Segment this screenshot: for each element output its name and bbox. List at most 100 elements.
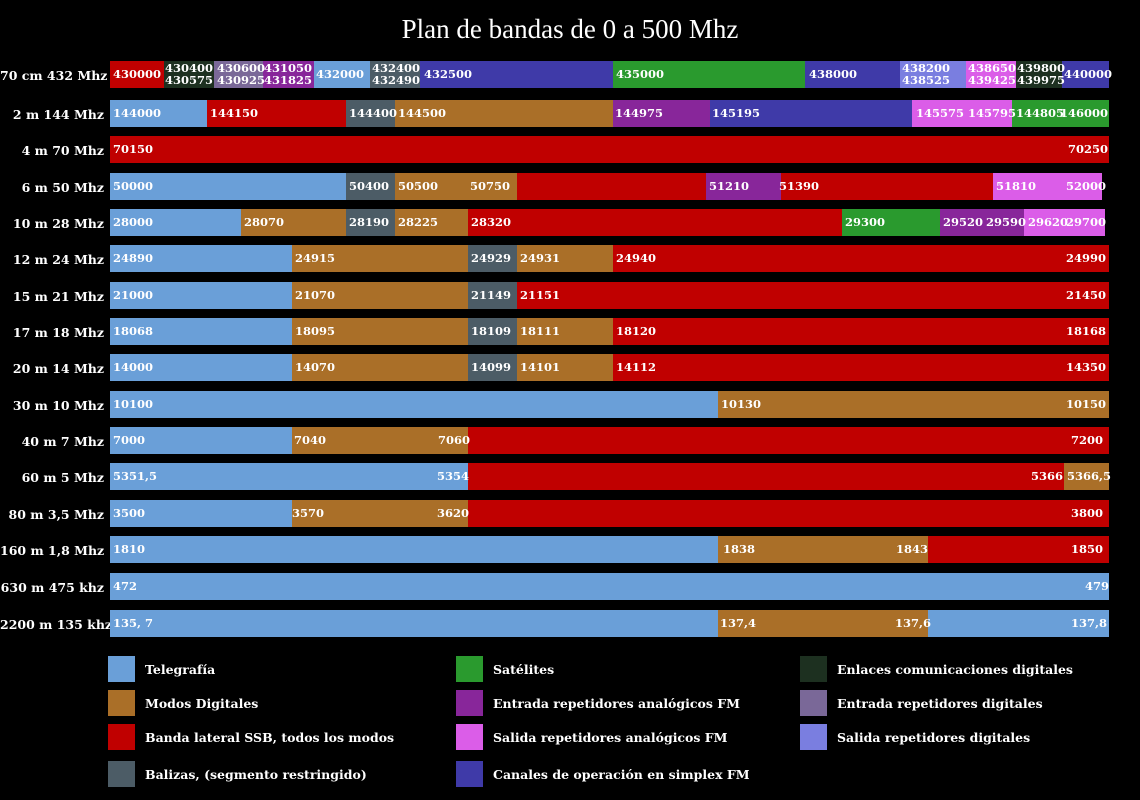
band-label: 17 m 18 Mhz [12,325,104,340]
frequency-label: 1843 [896,542,929,556]
legend-item-fm: Canales de operación en simplex FM [456,761,776,787]
frequency-label: 14070 [295,360,336,374]
band-label: 80 m 3,5 Mhz [8,507,104,522]
band-segment-fm [1062,61,1109,88]
band-label: 70 cm 432 Mhz [0,68,108,83]
band-segment-tel [928,610,1109,637]
band-segment-srfm [1024,209,1105,236]
band-segment-ssb [613,245,1109,272]
frequency-label: 24931 [520,251,561,265]
band-segment-bal [468,245,517,272]
frequency-label: 144975 [615,106,664,120]
legend-swatch [456,724,483,750]
frequency-label: 440000 [1064,67,1113,81]
band-segment-dig [718,536,928,563]
frequency-label: 18068 [113,324,154,338]
band-segment-tel [110,282,292,309]
frequency-label: 145575 [916,106,965,120]
frequency-label: 479 [1085,579,1110,593]
band-segment-dig [292,318,468,345]
frequency-label: 51810 [996,179,1037,193]
frequency-label: 29590 [986,215,1027,229]
frequency-label: 18095 [295,324,336,338]
band-segment-erd [214,61,263,88]
frequency-label: 135, 7 [113,616,154,630]
frequency-label: 430925 [217,73,266,87]
band-segment-tel [110,391,718,418]
band-segment-ssb [468,463,1064,490]
band-segment-dig [1064,463,1109,490]
frequency-label: 21151 [520,288,561,302]
band-segment-ssb [110,61,164,88]
legend-label: Modos Digitales [145,696,259,711]
frequency-label: 5354 [437,469,470,483]
band-segment-dig [517,318,613,345]
band-segment-sat [1012,100,1109,127]
frequency-label: 432500 [424,67,473,81]
frequency-label: 70250 [1068,142,1109,156]
legend-item-bal: Balizas, (segmento restringido) [108,761,428,787]
band-segment-tel [110,427,292,454]
band-segment-erfm [263,61,314,88]
frequency-label: 50500 [398,179,439,193]
frequency-label: 70150 [113,142,154,156]
band-segment-dig [718,391,1109,418]
band-label: 20 m 14 Mhz [12,361,104,376]
band-segment-tel [110,536,718,563]
frequency-label: 24890 [113,251,154,265]
band-segment-ssb [468,427,1109,454]
band-segment-srfm [993,173,1102,200]
band-segment-tel [110,500,292,527]
band-segment-tel [110,573,1109,600]
band-segment-tel [110,245,292,272]
frequency-label: 24915 [295,251,336,265]
frequency-label: 430600 [217,61,266,75]
band-segment-fm [420,61,613,88]
frequency-label: 24929 [471,251,512,265]
frequency-label: 14101 [520,360,561,374]
frequency-label: 144500 [398,106,447,120]
legend-label: Banda lateral SSB, todos los modos [145,730,395,745]
band-label: 160 m 1,8 Mhz [0,543,105,558]
band-segment-dig [292,427,468,454]
band-segment-ssb [613,354,1109,381]
band-label: 630 m 475 khz [0,580,104,595]
legend-swatch [108,724,135,750]
frequency-label: 1838 [723,542,756,556]
frequency-label: 431050 [264,61,313,75]
frequency-label: 5366,5 [1067,469,1112,483]
frequency-label: 438200 [902,61,951,75]
band-label: 12 m 24 Mhz [12,252,104,267]
frequency-label: 18111 [520,324,561,338]
band-segment-erfm [940,209,1024,236]
legend-label: Entrada repetidores digitales [837,696,1043,711]
band-segment-dig [292,282,468,309]
band-segment-fm [710,100,912,127]
band-segment-dig [292,500,468,527]
legend-swatch [800,724,827,750]
band-label: 6 m 50 Mhz [21,180,104,195]
band-segment-tel [110,100,207,127]
frequency-label: 10130 [721,397,762,411]
band-segment-enl [164,61,214,88]
frequency-label: 50400 [349,179,390,193]
legend-item-enl: Enlaces comunicaciones digitales [800,656,1120,682]
band-segment-tel [314,61,370,88]
legend-label: Enlaces comunicaciones digitales [837,662,1073,677]
frequency-label: 432490 [372,73,421,87]
frequency-label: 29700 [1066,215,1107,229]
band-segment-tel [110,318,292,345]
legend-item-sat: Satélites [456,656,776,682]
band-label: 4 m 70 Mhz [21,143,104,158]
frequency-label: 52000 [1066,179,1107,193]
band-segment-bal [468,318,517,345]
frequency-label: 5351,5 [113,469,158,483]
band-segment-tel [110,610,718,637]
band-label: 10 m 28 Mhz [12,216,104,231]
band-segment-dig [517,245,613,272]
frequency-label: 3570 [292,506,325,520]
frequency-label: 137,6 [895,616,932,630]
band-segment-srfm [912,100,1012,127]
band-segment-sat [613,61,805,88]
